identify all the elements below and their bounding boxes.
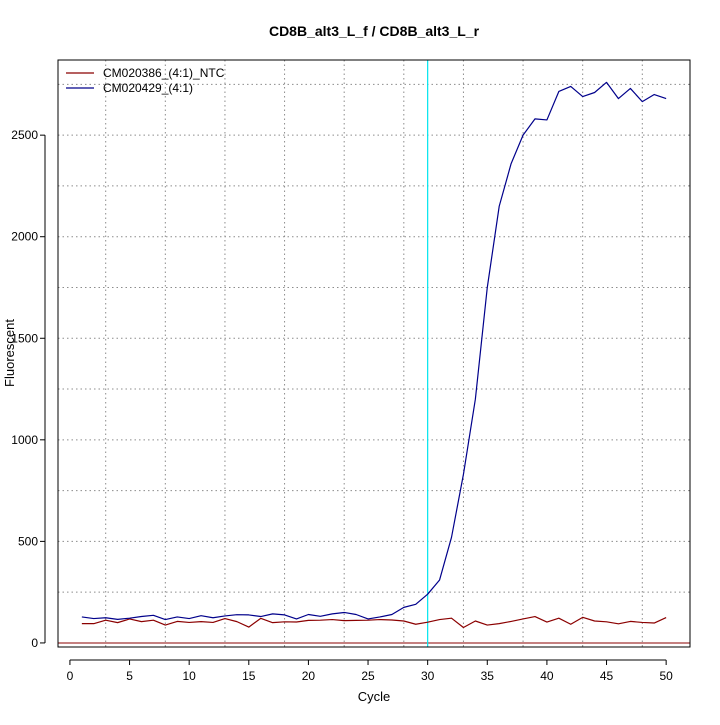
y-tick-label: 0	[31, 636, 38, 650]
x-tick-label: 25	[361, 669, 375, 683]
x-tick-label: 15	[242, 669, 256, 683]
series-line-ntc	[81, 615, 667, 629]
y-tick-label: 2500	[11, 128, 38, 142]
x-tick-label: 50	[659, 669, 673, 683]
x-tick-label: 5	[126, 669, 133, 683]
x-tick-label: 10	[182, 669, 196, 683]
series-layer	[81, 81, 667, 629]
y-axis: 0 500 1000 1500 2000 2500	[11, 128, 46, 650]
plot-frame	[57, 59, 691, 648]
y-tick-label: 1500	[11, 331, 38, 345]
series-line-sample	[81, 81, 667, 621]
y-tick-label: 500	[18, 534, 38, 548]
reference-lines	[58, 60, 690, 647]
legend-label: CM020386_(4:1)_NTC	[103, 66, 225, 80]
x-tick-label: 40	[540, 669, 554, 683]
x-tick-label: 20	[302, 669, 316, 683]
x-tick-label: 0	[67, 669, 74, 683]
x-axis: 0 5 10 15 20 25 30 35 40 45 50	[67, 659, 673, 683]
grid-layer	[58, 60, 690, 647]
legend-label: CM020429_(4:1)	[103, 81, 193, 95]
x-tick-label: 30	[421, 669, 435, 683]
x-tick-label: 45	[600, 669, 614, 683]
y-tick-label: 1000	[11, 433, 38, 447]
y-tick-label: 2000	[11, 230, 38, 244]
x-axis-label: Cycle	[358, 689, 391, 704]
y-axis-label: Fluorescent	[2, 319, 17, 387]
x-tick-label: 35	[481, 669, 495, 683]
chart-title: CD8B_alt3_L_f / CD8B_alt3_L_r	[269, 23, 480, 39]
